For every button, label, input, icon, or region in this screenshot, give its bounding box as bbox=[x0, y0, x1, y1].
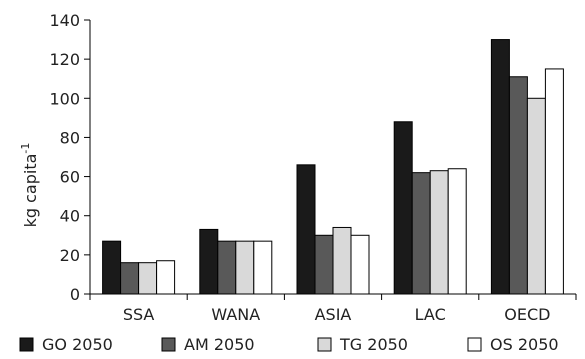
y-axis-label: kg capita bbox=[21, 154, 40, 228]
legend-label: TG 2050 bbox=[339, 335, 408, 354]
y-tick-label: 60 bbox=[60, 168, 80, 187]
bar-am-2050 bbox=[217, 240, 237, 295]
bar-os-2050 bbox=[544, 68, 564, 295]
bar-go-2050 bbox=[490, 39, 510, 295]
bar-am-2050 bbox=[411, 172, 431, 295]
bar-os-2050 bbox=[350, 234, 370, 295]
y-tick-label: 80 bbox=[60, 128, 80, 147]
plot-area: 0 20 40 60 80 100 120 140 SSA WANA ASIA LAC OECD bbox=[49, 11, 577, 324]
legend-label: OS 2050 bbox=[490, 335, 559, 354]
legend-swatch bbox=[467, 337, 482, 352]
legend-swatch bbox=[317, 337, 332, 352]
bar-os-2050 bbox=[447, 168, 467, 295]
legend-label: AM 2050 bbox=[184, 335, 255, 354]
bar-os-2050 bbox=[253, 240, 273, 295]
bar-tg-2050 bbox=[332, 226, 352, 295]
y-axis-title: kg capita-1 bbox=[19, 143, 40, 228]
bar-tg-2050 bbox=[429, 170, 449, 295]
y-tick-label: 100 bbox=[49, 89, 80, 108]
y-tick-label: 140 bbox=[49, 11, 80, 30]
bar-go-2050 bbox=[102, 240, 122, 295]
y-tick-label: 20 bbox=[60, 246, 80, 265]
x-tick-label: LAC bbox=[415, 305, 446, 324]
legend-swatch bbox=[161, 337, 176, 352]
legend-swatch bbox=[19, 337, 34, 352]
y-tick-label: 0 bbox=[70, 285, 80, 304]
bar-go-2050 bbox=[199, 228, 219, 295]
x-tick-label: ASIA bbox=[315, 305, 352, 324]
bar-am-2050 bbox=[314, 234, 334, 295]
bar-am-2050 bbox=[508, 76, 528, 295]
bar-os-2050 bbox=[156, 260, 176, 295]
bar-go-2050 bbox=[393, 121, 413, 295]
bar-go-2050 bbox=[296, 164, 316, 295]
legend-label: GO 2050 bbox=[42, 335, 113, 354]
x-tick-label: WANA bbox=[211, 305, 260, 324]
x-tick-label: SSA bbox=[123, 305, 155, 324]
y-axis-label-superscript: -1 bbox=[19, 143, 32, 154]
y-tick-label: 40 bbox=[60, 207, 80, 226]
y-tick-label: 120 bbox=[49, 50, 80, 69]
bar-tg-2050 bbox=[138, 262, 158, 295]
bar-tg-2050 bbox=[235, 240, 255, 295]
bar-am-2050 bbox=[120, 262, 140, 295]
legend: GO 2050 AM 2050 TG 2050 OS 2050 bbox=[19, 335, 559, 354]
svg-text:kg capita-1: kg capita-1 bbox=[19, 143, 40, 228]
x-tick-label: OECD bbox=[504, 305, 550, 324]
bar-tg-2050 bbox=[526, 97, 546, 295]
